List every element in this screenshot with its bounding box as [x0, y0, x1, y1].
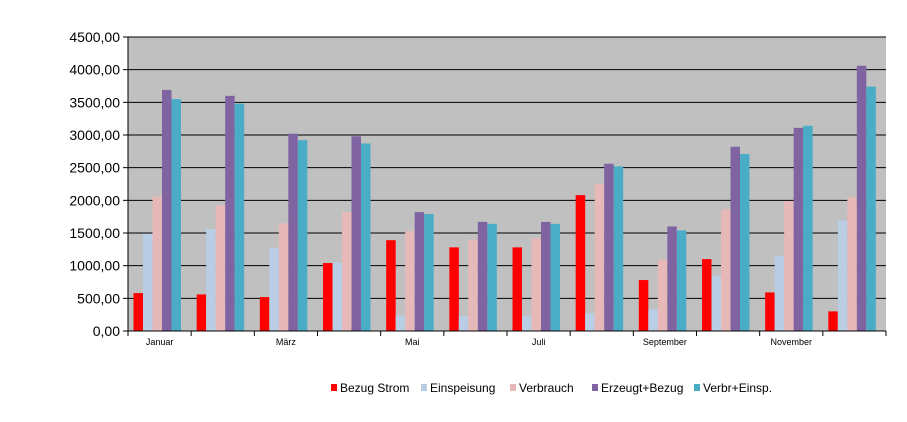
legend-swatch: [421, 384, 427, 391]
bar: [361, 143, 371, 331]
bar: [152, 196, 162, 331]
legend-label: Verbrauch: [519, 381, 574, 395]
y-tick-label: 2000,00: [69, 192, 120, 208]
y-tick-label: 0,00: [93, 323, 120, 339]
bar: [162, 89, 172, 331]
bar: [837, 220, 848, 331]
bar: [604, 163, 614, 331]
y-tick-label: 3500,00: [69, 94, 120, 110]
bar: [721, 209, 731, 331]
legend-label: Einspeisung: [430, 381, 495, 395]
x-tick-label: Juli: [532, 337, 546, 347]
bar: [613, 166, 624, 331]
bar: [405, 231, 415, 331]
bar: [297, 140, 308, 331]
bar: [638, 280, 649, 331]
bar: [803, 125, 813, 331]
legend-swatch: [510, 384, 516, 391]
bar: [730, 146, 740, 331]
bar: [575, 195, 586, 331]
legend-swatch: [694, 384, 700, 391]
bar: [667, 226, 677, 331]
bar: [866, 86, 876, 332]
bar: [424, 214, 434, 331]
legend-label: Verbr+Einsp.: [703, 381, 772, 395]
bar: [765, 292, 775, 331]
bar: [351, 136, 361, 331]
bar: [702, 259, 712, 331]
bar: [487, 223, 497, 331]
x-tick-label: November: [770, 337, 812, 347]
plot-area: [128, 37, 886, 331]
bar: [143, 233, 153, 331]
bar: [585, 313, 595, 331]
y-tick-label: 1000,00: [69, 258, 120, 274]
legend-swatch: [331, 384, 337, 391]
y-tick-label: 500,00: [77, 290, 120, 306]
x-tick-label: März: [276, 337, 296, 347]
legend-label: Erzeugt+Bezug: [601, 381, 683, 395]
bar: [541, 221, 551, 331]
bar: [259, 297, 270, 331]
bar: [657, 259, 668, 331]
bar: [206, 229, 216, 331]
y-tick-label: 3000,00: [69, 127, 120, 143]
x-tick-label: September: [643, 337, 687, 347]
bar: [278, 223, 289, 331]
legend: Bezug Strom Einspeisung Verbrauch Erzeugt+B…: [331, 381, 772, 395]
bar: [332, 262, 342, 331]
bar: [512, 247, 522, 331]
bar: [550, 223, 560, 331]
gridlines: [128, 36, 886, 299]
bar: [269, 248, 279, 331]
bar: [323, 263, 333, 331]
legend-label: Bezug Strom: [340, 381, 409, 395]
bar: [477, 221, 488, 331]
x-tick-label: Januar: [146, 337, 174, 347]
y-tick-label: 4000,00: [69, 62, 120, 78]
bar: [531, 238, 541, 331]
bar: [414, 212, 425, 331]
bar: [288, 133, 298, 331]
bar: [711, 276, 721, 331]
bar: [468, 239, 478, 331]
x-tick-label: Mai: [405, 337, 420, 347]
bars: [133, 65, 876, 332]
bar: [784, 200, 794, 331]
bar: [215, 205, 226, 331]
bar: [133, 293, 143, 331]
bar: [449, 247, 459, 331]
x-axis-ticks: Januar März Mai Juli September November: [127, 331, 887, 347]
bar: [522, 315, 532, 331]
bar: [395, 315, 406, 331]
y-tick-label: 4500,00: [69, 29, 120, 45]
bar: [648, 309, 658, 331]
bar: [342, 212, 352, 331]
y-axis-ticks: 0,00 500,00 1000,00 1500,00 2000,00 2500,00 30…: [69, 29, 128, 339]
bar: [196, 294, 207, 331]
bar: [740, 153, 750, 331]
bar: [793, 127, 804, 331]
bar: [828, 311, 838, 331]
legend-swatch: [592, 384, 598, 391]
bar: [856, 65, 867, 331]
bar: [458, 315, 469, 331]
bar: [386, 240, 396, 331]
bar: [774, 255, 785, 331]
bar: [171, 99, 181, 331]
y-tick-label: 1500,00: [69, 225, 120, 241]
y-tick-label: 2500,00: [69, 160, 120, 176]
bar: [676, 230, 687, 331]
bar: [847, 197, 857, 331]
bar: [234, 103, 245, 331]
bar: [225, 95, 235, 331]
bar: [594, 184, 605, 331]
